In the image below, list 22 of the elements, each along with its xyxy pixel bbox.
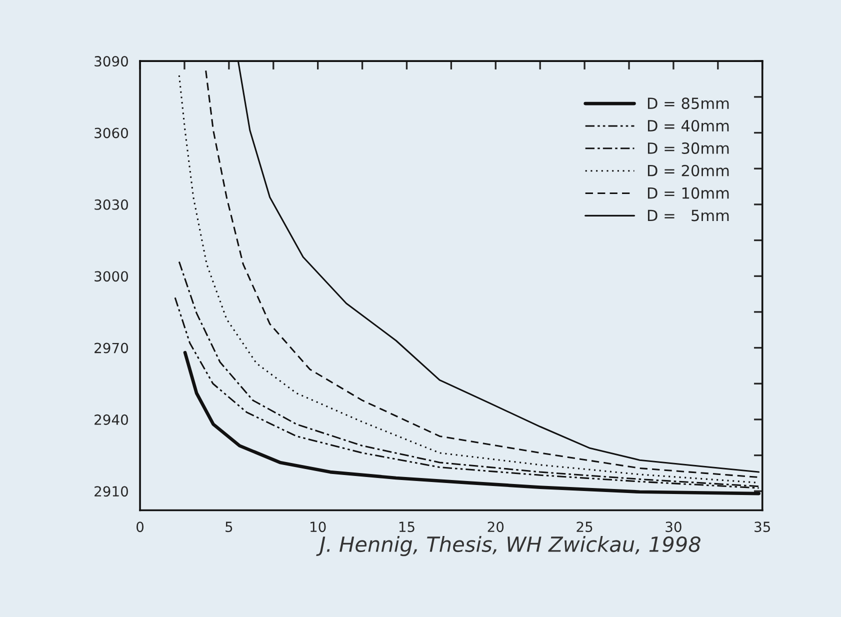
y-tick-label: 2940	[94, 414, 128, 425]
y-tick-label: 2970	[94, 342, 128, 354]
y-tick-label: 3060	[94, 128, 128, 138]
y-tick-label: 3090	[94, 56, 128, 67]
legend-label: D = 40mm	[648, 120, 729, 132]
text: J. Hennig, Thesis, WH Zwickau, 1998	[316, 536, 700, 556]
x-tick-label: 20	[488, 522, 504, 532]
x-tick-label: 10	[310, 522, 326, 532]
x-tick-label: 35	[754, 522, 770, 532]
x-tick-label: 0	[136, 522, 144, 532]
legend-label: D = 10mm	[648, 187, 729, 199]
legend-label: D = 20mm	[648, 164, 729, 176]
y-tick-label: 2910	[94, 486, 128, 497]
legend-label: D = 85mm	[648, 98, 729, 110]
x-tick-label: 15	[399, 522, 414, 532]
x-tick-label: 30	[666, 522, 682, 532]
y-tick-label: 3000	[94, 271, 128, 282]
y-tick-label: 3030	[94, 199, 128, 210]
legend-label: D = 5mm	[648, 210, 729, 222]
legend-label: D = 30mm	[648, 142, 729, 154]
x-tick-label: 25	[576, 522, 592, 532]
x-tick-label: 5	[226, 522, 232, 532]
